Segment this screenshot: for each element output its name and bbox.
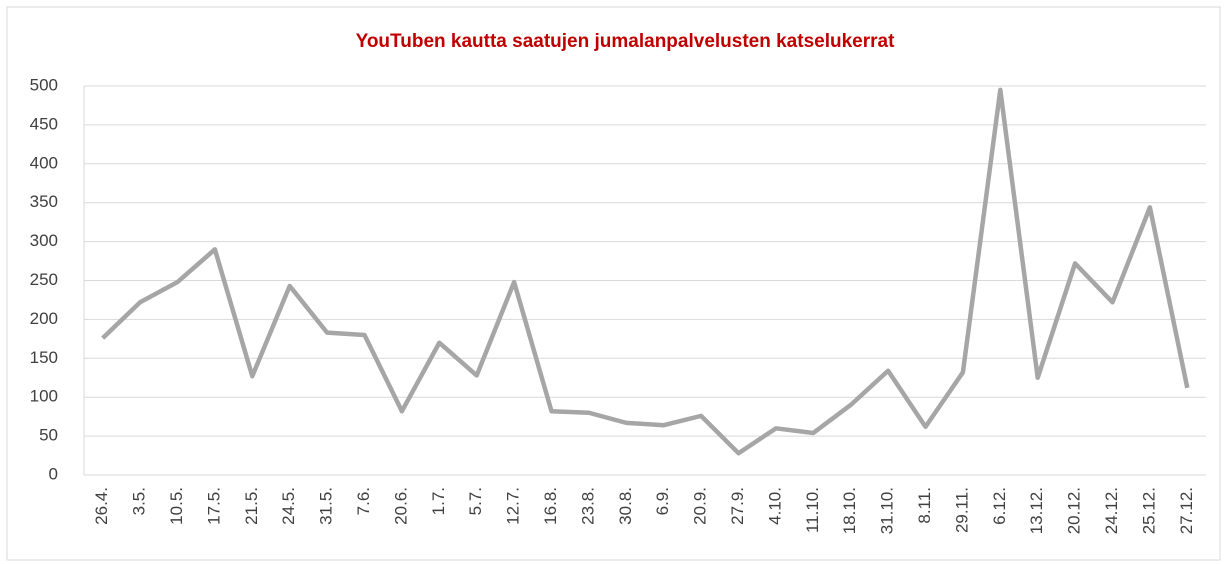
x-tick-label: 18.10.: [840, 487, 859, 534]
x-tick-label: 25.12.: [1139, 487, 1158, 534]
x-tick-label: 4.10.: [765, 487, 784, 525]
x-tick-label: 12.7.: [504, 487, 523, 525]
y-tick-label: 0: [49, 464, 58, 483]
x-tick-label: 24.12.: [1102, 487, 1121, 534]
data-line: [101, 87, 1190, 456]
x-tick-label: 16.8.: [541, 487, 560, 525]
y-tick-label: 450: [30, 114, 58, 133]
x-tick-label: 13.12.: [1027, 487, 1046, 534]
x-tick-label: 6.12.: [990, 487, 1009, 525]
chart-border: [6, 6, 1221, 561]
x-tick-label: 11.10.: [803, 487, 822, 533]
x-tick-label: 1.7.: [429, 487, 448, 515]
y-tick-label: 150: [30, 348, 58, 367]
y-tick-label: 200: [30, 309, 58, 328]
x-tick-label: 20.6.: [391, 487, 410, 525]
y-tick-label: 500: [30, 75, 58, 94]
y-tick-label: 100: [30, 387, 58, 406]
x-tick-label: 24.5.: [279, 487, 298, 525]
y-tick-label: 350: [30, 192, 58, 211]
x-tick-label: 26.4.: [92, 487, 111, 525]
chart-title: YouTuben kautta saatujen jumalanpalvelus…: [356, 31, 896, 52]
x-tick-label: 20.12.: [1065, 487, 1084, 534]
x-tick-label: 6.9.: [653, 487, 672, 515]
y-tick-label: 300: [30, 231, 58, 250]
x-tick-label: 10.5.: [167, 487, 186, 525]
x-tick-label: 7.6.: [354, 487, 373, 515]
x-tick-label: 23.8.: [578, 487, 597, 525]
x-tick-label: 31.5.: [317, 487, 336, 525]
x-tick-label: 30.8.: [616, 487, 635, 525]
x-tick-label: 17.5.: [204, 487, 223, 525]
x-tick-label: 5.7.: [466, 487, 485, 515]
x-tick-label: 29.11.: [952, 487, 971, 533]
x-tick-label: 20.9.: [691, 487, 710, 525]
x-tick-label: 3.5.: [130, 487, 149, 515]
y-tick-label: 50: [39, 426, 58, 445]
x-tick-label: 27.9.: [728, 487, 747, 525]
x-tick-label: 31.10.: [878, 487, 897, 534]
x-tick-label: 27.12.: [1177, 487, 1196, 534]
x-tick-label: 8.11.: [915, 487, 934, 524]
y-tick-label: 400: [30, 153, 58, 172]
x-tick-label: 21.5.: [242, 487, 261, 525]
y-tick-label: 250: [30, 270, 58, 289]
